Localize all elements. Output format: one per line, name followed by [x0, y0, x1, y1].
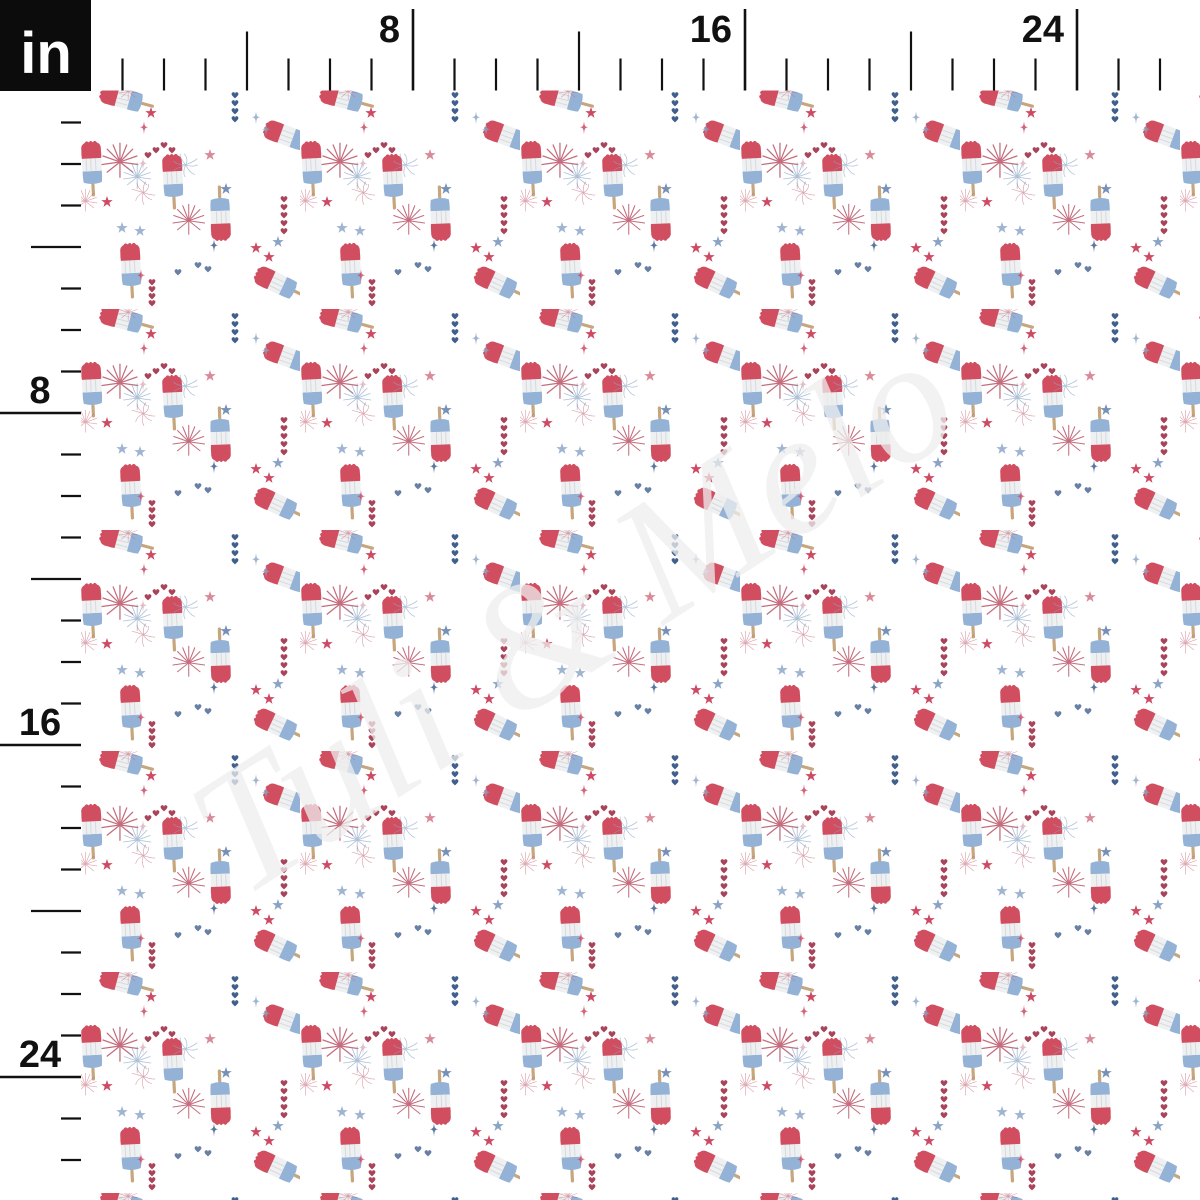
svg-text:24: 24: [19, 1034, 61, 1076]
svg-text:8: 8: [379, 9, 400, 51]
svg-text:8: 8: [29, 370, 50, 412]
svg-text:24: 24: [1022, 9, 1064, 51]
svg-text:16: 16: [19, 702, 61, 744]
svg-text:16: 16: [690, 9, 732, 51]
svg-text:in: in: [20, 21, 72, 86]
